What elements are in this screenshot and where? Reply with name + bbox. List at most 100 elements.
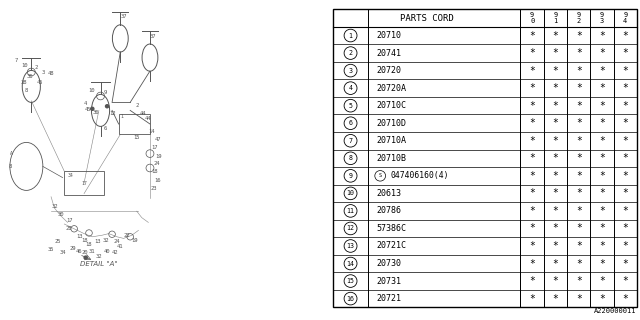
Text: 20: 20 (82, 250, 88, 255)
Text: *: * (622, 83, 628, 93)
Text: *: * (622, 30, 628, 41)
Text: *: * (622, 136, 628, 146)
Text: 48: 48 (48, 71, 54, 76)
Text: *: * (576, 153, 582, 163)
Text: 2: 2 (349, 50, 353, 56)
Text: *: * (576, 276, 582, 286)
Text: *: * (529, 136, 535, 146)
Bar (64, 171, 104, 195)
Text: *: * (529, 153, 535, 163)
Text: 20721: 20721 (376, 294, 401, 303)
Text: A: A (10, 151, 13, 156)
Text: 20786: 20786 (376, 206, 401, 215)
Text: *: * (552, 118, 558, 128)
Text: 17: 17 (66, 218, 72, 223)
Text: 16: 16 (346, 296, 355, 301)
Text: *: * (622, 223, 628, 234)
Text: *: * (552, 293, 558, 304)
Text: 8: 8 (8, 164, 12, 169)
Text: 11: 11 (346, 208, 355, 214)
Text: 17: 17 (81, 181, 87, 186)
Text: 3: 3 (41, 69, 44, 75)
Text: 37: 37 (150, 34, 157, 39)
Text: 20710: 20710 (376, 31, 401, 40)
Text: *: * (599, 188, 605, 198)
Text: 3: 3 (349, 68, 353, 74)
Text: 30: 30 (58, 212, 64, 217)
Text: 9
2: 9 2 (577, 12, 581, 24)
Text: 37: 37 (120, 13, 127, 19)
Text: *: * (576, 136, 582, 146)
Text: 47: 47 (154, 137, 161, 142)
Text: 047406160(4): 047406160(4) (390, 171, 449, 180)
Text: *: * (576, 206, 582, 216)
Text: 1: 1 (120, 114, 124, 119)
Text: 6: 6 (104, 125, 107, 131)
Text: 12: 12 (346, 226, 355, 231)
Text: 20741: 20741 (376, 49, 401, 58)
Text: 44: 44 (140, 111, 147, 116)
Text: 18: 18 (86, 242, 92, 247)
Text: S: S (379, 173, 381, 178)
Text: 6: 6 (349, 120, 353, 126)
Text: 31: 31 (88, 249, 95, 254)
Text: *: * (529, 48, 535, 58)
Text: *: * (576, 48, 582, 58)
Text: 38: 38 (20, 80, 27, 85)
Text: 9
0: 9 0 (530, 12, 534, 24)
Text: *: * (552, 30, 558, 41)
Text: 41: 41 (117, 244, 124, 249)
Text: *: * (552, 188, 558, 198)
Text: *: * (529, 83, 535, 93)
Text: 20720A: 20720A (376, 84, 406, 93)
Text: *: * (576, 66, 582, 76)
Text: 20730: 20730 (376, 259, 401, 268)
Text: *: * (552, 48, 558, 58)
Text: *: * (529, 241, 535, 251)
Text: 9
4: 9 4 (623, 12, 627, 24)
Text: *: * (599, 101, 605, 111)
Text: 14: 14 (346, 260, 355, 267)
Text: 20710B: 20710B (376, 154, 406, 163)
Text: 2: 2 (35, 65, 38, 70)
Text: 15: 15 (346, 278, 355, 284)
Text: *: * (529, 188, 535, 198)
Text: *: * (576, 223, 582, 234)
Text: 45: 45 (85, 107, 92, 112)
Text: *: * (622, 276, 628, 286)
Text: 5: 5 (349, 103, 353, 109)
Text: *: * (599, 293, 605, 304)
Text: *: * (529, 66, 535, 76)
Text: *: * (552, 206, 558, 216)
Text: *: * (599, 153, 605, 163)
Circle shape (83, 255, 88, 260)
Text: 14: 14 (148, 129, 155, 134)
Text: *: * (622, 171, 628, 181)
Text: *: * (599, 48, 605, 58)
Text: *: * (552, 101, 558, 111)
Text: A220000011: A220000011 (595, 308, 637, 314)
Text: 25: 25 (54, 239, 61, 244)
Text: *: * (599, 136, 605, 146)
Text: *: * (529, 118, 535, 128)
Text: 32: 32 (51, 204, 58, 209)
Text: 18: 18 (81, 238, 87, 243)
Text: *: * (529, 259, 535, 268)
Text: 8: 8 (349, 155, 353, 161)
Text: *: * (552, 241, 558, 251)
Text: *: * (576, 241, 582, 251)
Text: 28: 28 (66, 226, 72, 231)
Text: *: * (576, 83, 582, 93)
Text: 8: 8 (25, 88, 28, 93)
Text: *: * (599, 206, 605, 216)
Text: *: * (529, 101, 535, 111)
Text: 13: 13 (77, 234, 83, 239)
Text: 10: 10 (346, 190, 355, 196)
Text: 34: 34 (68, 172, 74, 178)
Text: 44: 44 (145, 116, 152, 121)
Text: 42: 42 (112, 250, 118, 255)
Text: *: * (552, 66, 558, 76)
Text: DETAIL "A": DETAIL "A" (80, 261, 118, 267)
Text: *: * (622, 241, 628, 251)
Text: *: * (552, 83, 558, 93)
